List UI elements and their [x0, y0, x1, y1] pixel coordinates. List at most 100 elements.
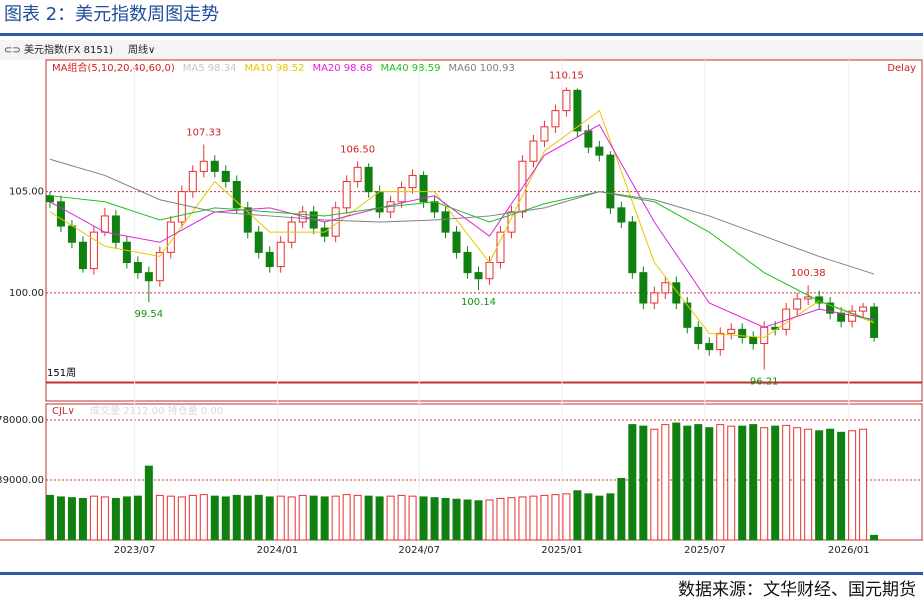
volume-bar: [518, 496, 527, 541]
volume-bar: [529, 495, 538, 541]
volume-bar: [782, 424, 791, 541]
candle-body: [177, 191, 186, 223]
volume-bar: [650, 428, 659, 541]
volume-bar: [430, 497, 439, 541]
vol-frame: [45, 403, 923, 541]
volume-bar: [364, 495, 373, 541]
volume-bar: [452, 498, 461, 541]
candle-body: [430, 201, 439, 213]
volume-bar: [45, 494, 54, 541]
x-tick-label: 2025/01: [541, 545, 583, 556]
legend-entry: MA40 98.59: [380, 63, 440, 74]
candle-body: [540, 126, 549, 142]
y-tick-label: 78000.00: [0, 415, 44, 426]
candle-body: [595, 146, 604, 156]
candle-body: [232, 181, 241, 209]
candle-body: [276, 241, 285, 268]
candle-body: [496, 231, 505, 264]
candle-body: [749, 336, 758, 345]
candle-body: [573, 89, 582, 132]
volume-bar: [177, 496, 186, 541]
annotation: 96.21: [750, 377, 779, 388]
volume-bar: [100, 496, 109, 541]
volume-bar: [551, 494, 560, 541]
volume-bar: [265, 496, 274, 541]
candle-body: [199, 160, 208, 172]
x-tick-label: 2024/07: [398, 545, 440, 556]
period-label: 151周: [47, 367, 76, 379]
candle-body: [342, 181, 351, 209]
volume-bar: [826, 428, 835, 541]
candle-body: [353, 166, 362, 183]
x-tick-label: 2026/01: [828, 545, 870, 556]
legend-entry: MA60 100.93: [448, 63, 514, 74]
volume-bar: [738, 425, 747, 541]
candle-body: [705, 343, 714, 351]
volume-bar: [716, 424, 725, 541]
candle-body: [265, 251, 274, 268]
volume-bar: [397, 494, 406, 541]
volume-bar: [287, 496, 296, 541]
candle-body: [452, 231, 461, 253]
volume-bar: [419, 496, 428, 541]
volume-bar: [144, 465, 153, 541]
title-rule: [0, 33, 923, 36]
volume-bar: [232, 494, 241, 541]
volume-bar: [672, 422, 681, 541]
volume-bar: [188, 494, 197, 541]
candle-body: [661, 282, 670, 294]
volume-bar: [859, 428, 868, 541]
toolbar-period[interactable]: 周线∨: [128, 43, 155, 56]
volume-bar: [694, 424, 703, 541]
candle-body: [584, 130, 593, 148]
volume-bar: [540, 494, 549, 541]
volume-bar: [815, 430, 824, 541]
toolbar: [0, 40, 923, 60]
volume-bar: [166, 495, 175, 541]
candle-body: [144, 272, 153, 282]
candle-body: [639, 272, 648, 304]
candle-body: [859, 306, 868, 312]
candle-body: [485, 262, 494, 280]
legend-entry: MA组合(5,10,20,40,60,0): [52, 61, 175, 74]
candle-body: [408, 174, 417, 189]
volume-bar: [155, 494, 164, 541]
volume-bar: [760, 427, 769, 541]
volume-bar: [386, 495, 395, 541]
volume-bar: [507, 497, 516, 541]
candle-body: [683, 302, 692, 328]
candle-body: [672, 282, 681, 304]
footer-rule: [0, 572, 923, 575]
candle-body: [419, 174, 428, 203]
volume-bar: [639, 425, 648, 541]
legend-entry: MA20 98.68: [312, 63, 372, 74]
volume-bar: [221, 496, 230, 541]
toolbar-symbol[interactable]: 美元指数(FX 8151): [24, 43, 113, 56]
candle-body: [617, 207, 626, 223]
volume-bar: [89, 495, 98, 541]
candle-body: [67, 225, 76, 243]
volume-bar: [353, 494, 362, 541]
volume-bar: [199, 494, 208, 541]
candle-body: [826, 302, 835, 314]
candle-body: [441, 211, 450, 233]
vol-strip: [45, 382, 923, 402]
toolbar-icon: ⊂⊃: [4, 45, 21, 56]
candle-body: [716, 332, 725, 351]
annotation: 107.33: [186, 127, 221, 138]
volume-bar: [243, 495, 252, 541]
volume-bar: [78, 497, 87, 541]
volume-bar: [111, 497, 120, 541]
vol-info: 成交量 2112.00 持仓量 0.00: [90, 404, 223, 417]
candle-body: [793, 298, 802, 310]
candle-body: [837, 312, 846, 322]
annotation: 100.38: [791, 268, 826, 279]
candle-body: [45, 195, 54, 203]
volume-bar: [496, 497, 505, 541]
volume-bar: [617, 477, 626, 541]
candle-body: [111, 215, 120, 243]
volume-bar: [298, 494, 307, 541]
candle-body: [56, 201, 65, 227]
candle-body: [727, 328, 736, 334]
